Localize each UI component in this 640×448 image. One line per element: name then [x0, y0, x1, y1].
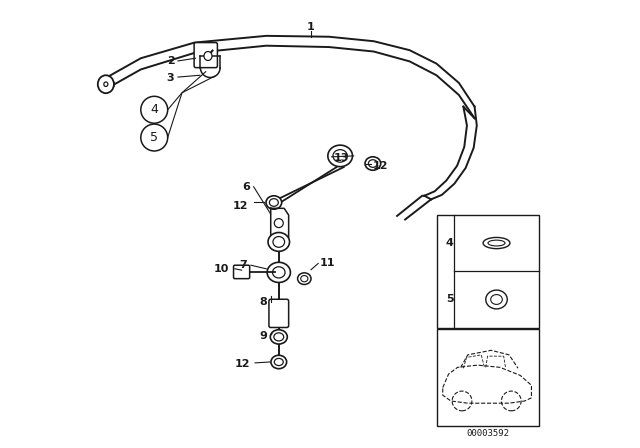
- Text: 12: 12: [235, 359, 251, 369]
- Ellipse shape: [271, 355, 287, 369]
- Text: 12: 12: [373, 161, 388, 171]
- Text: 13: 13: [333, 153, 349, 163]
- FancyBboxPatch shape: [269, 299, 289, 327]
- Text: 3: 3: [167, 73, 174, 83]
- Text: 11: 11: [320, 258, 335, 268]
- Ellipse shape: [298, 273, 311, 284]
- Text: 9: 9: [260, 331, 268, 341]
- Ellipse shape: [270, 330, 287, 344]
- Text: 7: 7: [239, 260, 248, 270]
- Bar: [437, 329, 539, 426]
- FancyBboxPatch shape: [194, 43, 218, 68]
- Polygon shape: [424, 107, 477, 199]
- Text: 5: 5: [150, 131, 158, 144]
- Text: 10: 10: [214, 264, 230, 274]
- Text: 12: 12: [233, 201, 248, 211]
- Text: 4: 4: [446, 238, 454, 248]
- Polygon shape: [105, 36, 475, 118]
- Ellipse shape: [266, 196, 282, 209]
- Text: 5: 5: [446, 294, 454, 305]
- Ellipse shape: [267, 262, 291, 283]
- Polygon shape: [271, 208, 289, 237]
- Ellipse shape: [365, 157, 381, 170]
- Text: 00003592: 00003592: [467, 429, 509, 438]
- Bar: [437, 215, 539, 328]
- Ellipse shape: [486, 290, 508, 309]
- Ellipse shape: [204, 52, 212, 60]
- Ellipse shape: [483, 237, 510, 249]
- Circle shape: [275, 219, 284, 228]
- Text: 8: 8: [260, 297, 268, 307]
- Ellipse shape: [328, 145, 353, 167]
- Text: 6: 6: [243, 182, 251, 192]
- Ellipse shape: [98, 75, 114, 93]
- Text: 2: 2: [166, 56, 174, 66]
- Ellipse shape: [268, 233, 289, 251]
- FancyBboxPatch shape: [234, 265, 250, 279]
- Text: 4: 4: [150, 103, 158, 116]
- Circle shape: [141, 124, 168, 151]
- Text: 1: 1: [307, 22, 315, 32]
- Circle shape: [141, 96, 168, 123]
